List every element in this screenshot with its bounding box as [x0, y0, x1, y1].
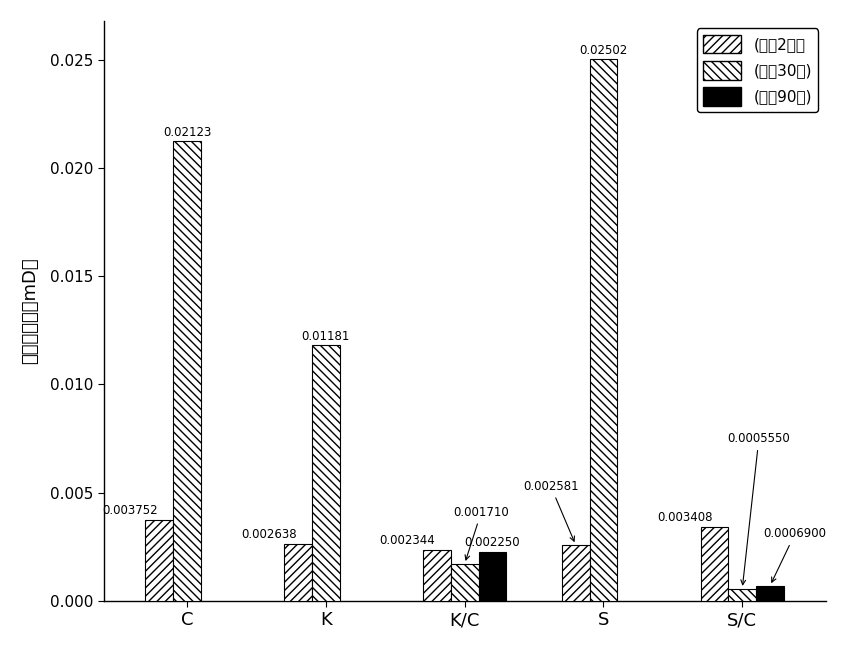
Text: 0.002581: 0.002581: [523, 480, 579, 541]
Bar: [450, 564, 479, 601]
Text: 0.0005550: 0.0005550: [728, 432, 791, 585]
Text: 0.002638: 0.002638: [241, 528, 297, 541]
Text: 0.02502: 0.02502: [580, 44, 627, 57]
Text: 0.003408: 0.003408: [658, 512, 713, 525]
Bar: [479, 552, 507, 601]
Bar: [590, 59, 617, 601]
Text: 0.002344: 0.002344: [380, 534, 435, 547]
Bar: [145, 519, 173, 601]
Text: 0.003752: 0.003752: [102, 504, 158, 517]
Text: 0.0006900: 0.0006900: [763, 527, 826, 582]
Bar: [700, 527, 728, 601]
Text: 0.02123: 0.02123: [163, 125, 211, 138]
Bar: [728, 589, 756, 601]
Text: 0.01181: 0.01181: [302, 330, 350, 343]
Bar: [423, 550, 451, 601]
Bar: [562, 545, 590, 601]
Bar: [284, 543, 312, 601]
Legend: (养护2天）, (养护30天), (养护90天): (养护2天）, (养护30天), (养护90天): [697, 29, 818, 112]
Bar: [312, 345, 340, 601]
Bar: [756, 586, 784, 601]
Bar: [173, 141, 201, 601]
Y-axis label: 液体渗透率（mD）: 液体渗透率（mD）: [21, 257, 39, 364]
Text: 0.002250: 0.002250: [465, 536, 520, 549]
Text: 0.001710: 0.001710: [453, 506, 509, 560]
